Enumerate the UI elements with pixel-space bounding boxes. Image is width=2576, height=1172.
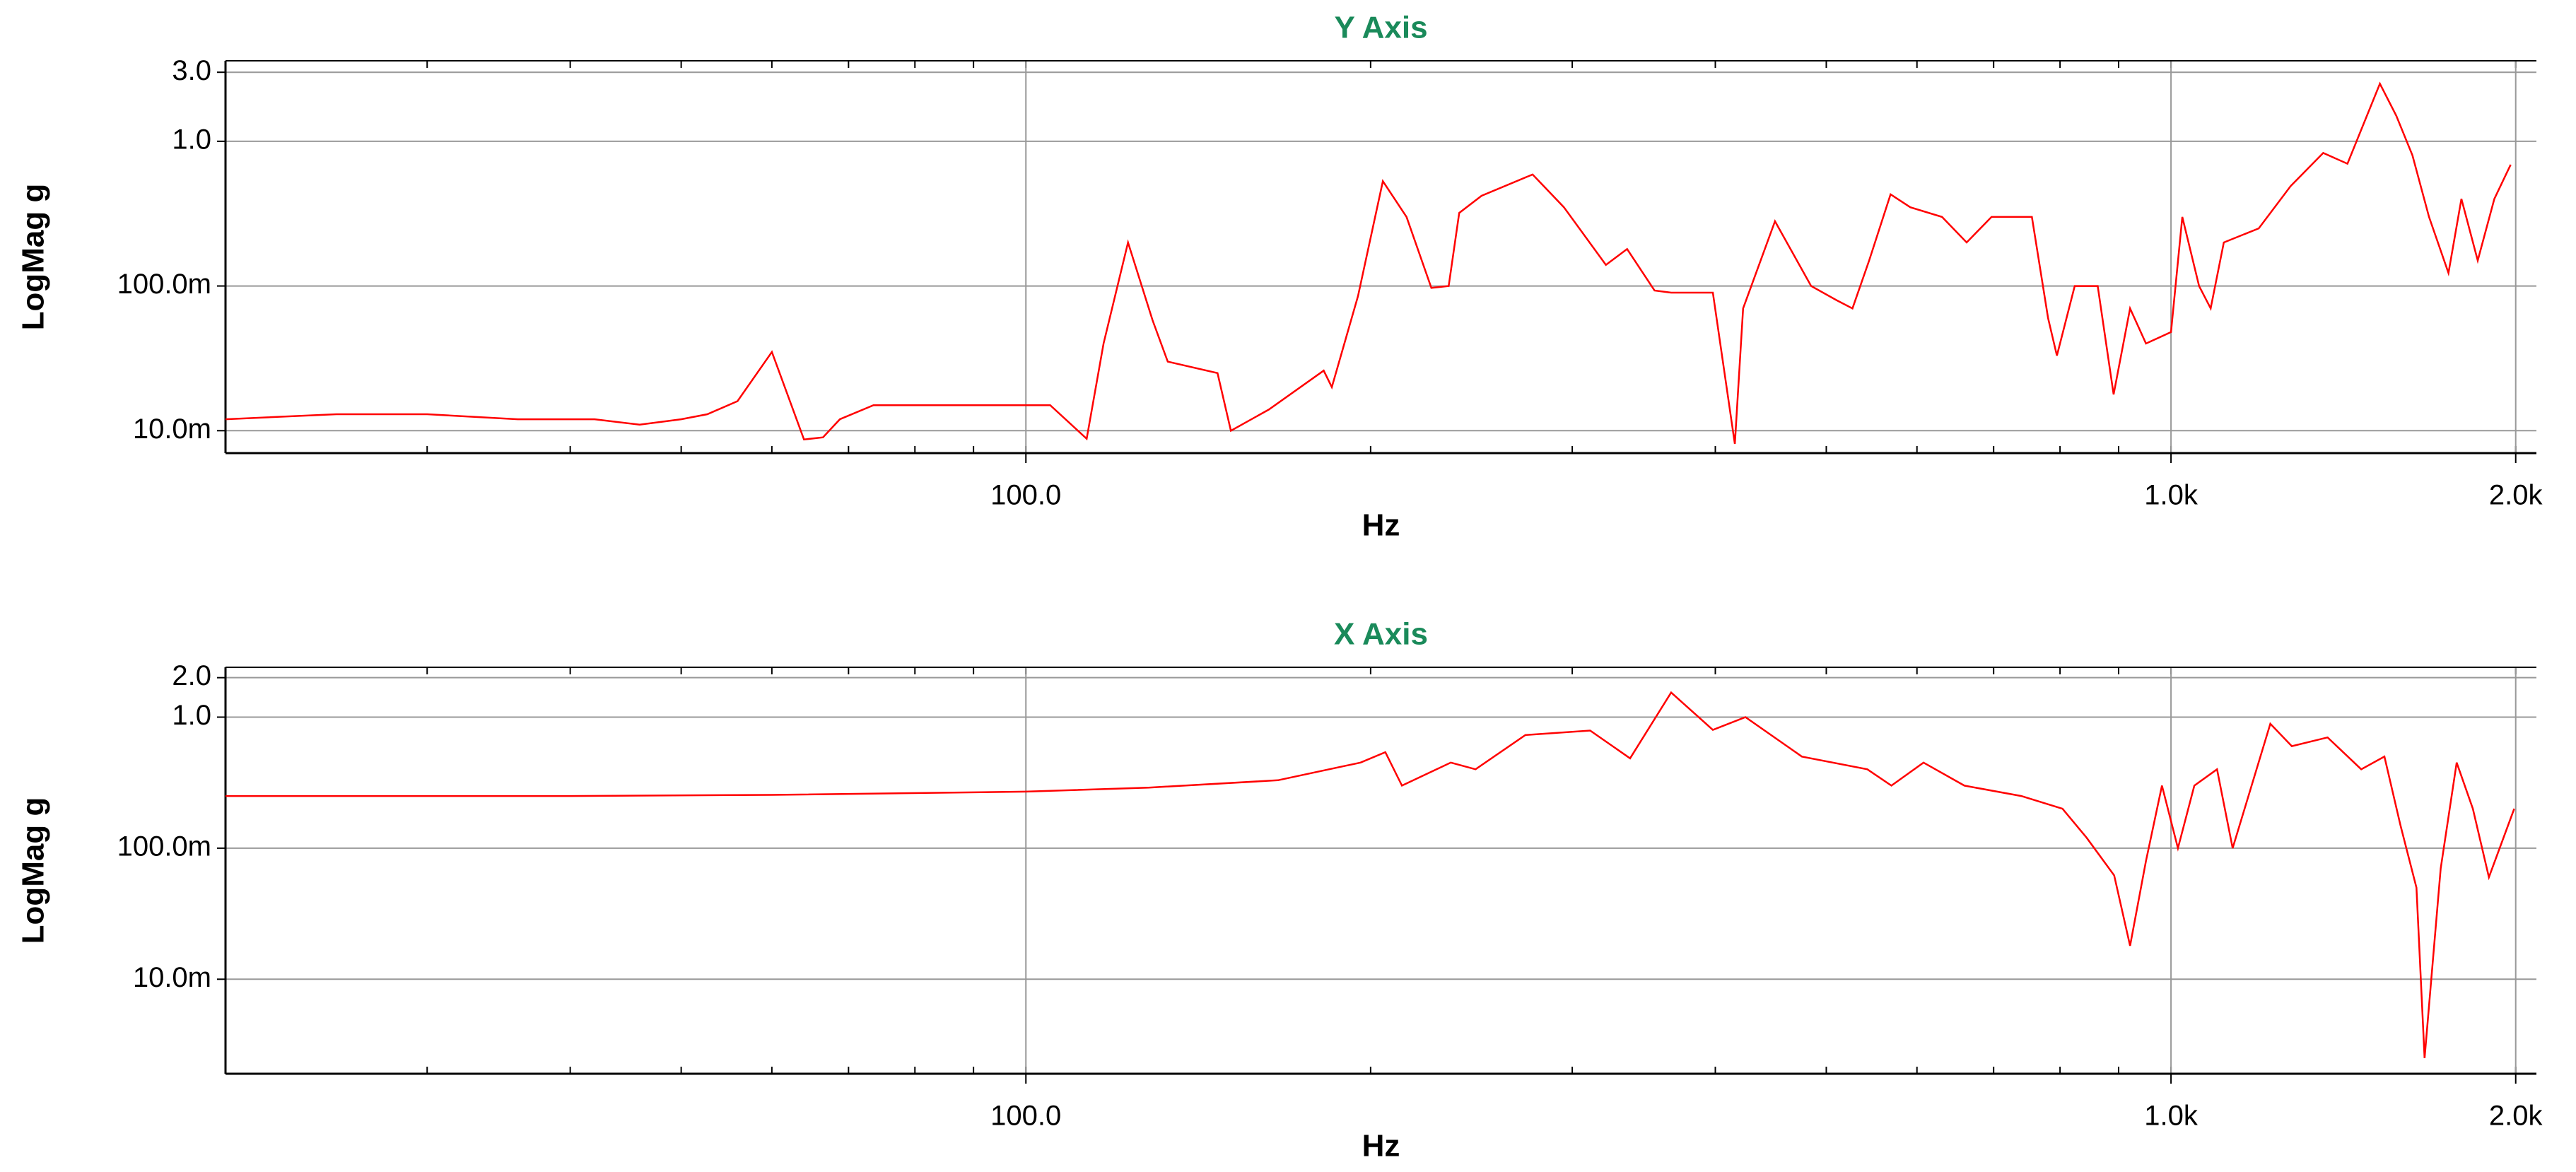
chart-title: X Axis [1334,617,1428,652]
x-tick-label: 2.0k [2489,1101,2543,1132]
y-tick-label: 2.0 [172,660,211,691]
y-tick-label: 1.0 [172,700,211,731]
x-tick-label: 1.0k [2144,480,2199,511]
y-axis-label: LogMag g [16,797,51,944]
y-axis-label: LogMag g [16,184,51,331]
y-tick-label: 100.0m [117,269,211,300]
data-line [226,691,2515,1059]
x-tick-label: 100.0 [990,480,1061,511]
x-tick-label: 100.0 [990,1101,1061,1132]
x-tick-label: 1.0k [2144,1101,2199,1132]
data-line [225,81,2512,445]
y-tick-label: 100.0m [117,831,211,862]
y-tick-label: 10.0m [133,962,211,993]
y-tick-label: 10.0m [133,414,211,445]
x-tick-label: 2.0k [2489,480,2543,511]
y-tick-label: 3.0 [172,55,211,86]
x-axis-label: Hz [1362,508,1400,543]
y-tick-label: 1.0 [172,124,211,155]
chart-title: Y Axis [1334,11,1427,45]
x-axis-label: Hz [1362,1129,1400,1164]
